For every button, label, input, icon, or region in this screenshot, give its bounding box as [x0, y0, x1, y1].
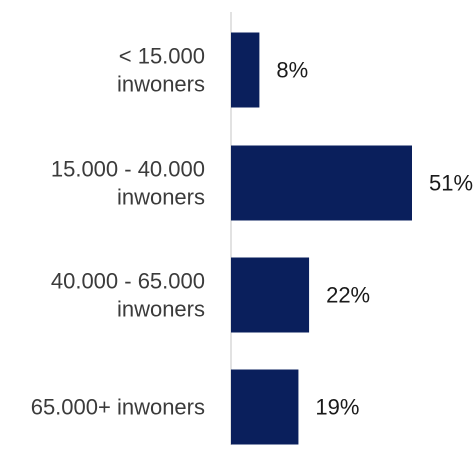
category-label-line: inwoners	[117, 297, 205, 322]
bar-3	[231, 257, 310, 333]
value-label-2: 51%	[429, 171, 473, 196]
bars-layer	[231, 32, 412, 445]
category-label-4: 65.000+ inwoners	[31, 395, 205, 420]
bar-4	[231, 369, 299, 445]
category-label-line: 65.000+ inwoners	[31, 395, 205, 420]
bar-1	[231, 32, 260, 108]
value-label-1: 8%	[276, 58, 308, 83]
category-label-line: < 15.000	[119, 44, 205, 69]
bar-2	[231, 145, 412, 221]
category-label-1: < 15.000 inwoners	[117, 44, 205, 97]
category-label-3: 40.000 - 65.000 inwoners	[51, 269, 205, 322]
value-label-3: 22%	[326, 283, 370, 308]
category-label-line: 15.000 - 40.000	[51, 157, 205, 182]
category-label-line: inwoners	[117, 72, 205, 97]
category-label-line: inwoners	[117, 185, 205, 210]
category-label-2: 15.000 - 40.000 inwoners	[51, 157, 205, 210]
value-label-4: 19%	[315, 395, 359, 420]
category-label-line: 40.000 - 65.000	[51, 269, 205, 294]
labels-layer: 8% < 15.000 inwoners 51% 15.000 - 40.000 inwo…	[31, 44, 473, 420]
